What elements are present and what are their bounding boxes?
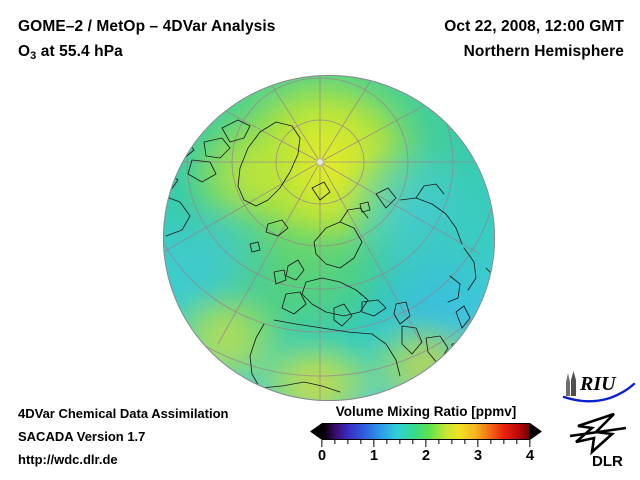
header-left: GOME–2 / MetOp – 4DVar Analysis O3 at 55… [18, 14, 378, 69]
colorbar-tick-labels: 0 1 2 3 4 [318, 448, 534, 468]
colorbar-tick-minor [412, 440, 414, 444]
coast-banks [169, 139, 195, 161]
footer-version-label: SACADA Version 1.7 [18, 429, 146, 444]
page-subtitle: O3 at 55.4 hPa [18, 39, 378, 69]
colorbar-tick-minor [438, 440, 440, 444]
coast-novaya-zemlya [375, 187, 397, 209]
riu-logo-mark: RIU [562, 371, 636, 403]
colorbar-tick-major [425, 440, 427, 447]
colorbar-tick-label: 4 [525, 448, 535, 464]
colorbar-tick-major [321, 440, 323, 447]
colorbar-tick-minor [386, 440, 388, 444]
colorbar-tick-minor [464, 440, 466, 444]
meridians [164, 76, 494, 400]
colorbar-tick-minor [451, 440, 453, 444]
colorbar-tick-minor [360, 440, 362, 444]
coast-caspian-sea [393, 301, 411, 325]
colorbar-title: Volume Mixing Ratio [ppmv] [335, 404, 517, 419]
coast-ireland [273, 269, 287, 285]
header-right: Oct 22, 2008, 12:00 GMT Northern Hemisph… [324, 14, 624, 64]
colorbar-tick-label: 1 [369, 448, 379, 464]
footer-url-link[interactable]: http://wdc.dlr.de [18, 452, 118, 467]
colorbar-low-cap-arrow [310, 423, 322, 440]
coast-red-sea [371, 333, 401, 377]
coast-taymyr [415, 183, 445, 199]
colorbar-tick-minor [503, 440, 505, 444]
dlr-wordmark: DLR [592, 453, 623, 470]
coast-north-africa [273, 319, 373, 335]
colorbar-tick-label: 2 [421, 448, 431, 464]
colorbar-tick-major [477, 440, 479, 447]
colorbar-high-cap-arrow [530, 423, 542, 440]
timestamp-label: Oct 22, 2008, 12:00 GMT [444, 18, 624, 35]
species-subscript: 3 [30, 50, 37, 62]
coastlines [164, 119, 494, 393]
coast-svalbard [311, 181, 331, 201]
dlr-symbol-bar [569, 426, 627, 438]
coast-siberia-north [399, 197, 463, 245]
coast-franz-josef [359, 201, 371, 213]
coast-gulf-guinea [259, 381, 341, 393]
colorbar-tick-minor [490, 440, 492, 444]
coast-europe [301, 277, 369, 317]
coast-black-sea [361, 299, 387, 317]
colorbar-tick-label: 3 [473, 448, 483, 464]
riu-wordmark: RIU [579, 373, 617, 395]
coast-italy [333, 303, 353, 327]
colorbar-tick-minor [399, 440, 401, 444]
coast-hudson-bay [164, 195, 191, 237]
graticule [164, 76, 494, 400]
coast-se-asia [451, 341, 473, 367]
ozone-blob-tropical-east [368, 328, 481, 400]
footer-project-label: 4DVar Chemical Data Assimilation [18, 406, 229, 421]
colorbar-tick-major [373, 440, 375, 447]
coast-scandinavia [313, 221, 363, 269]
coast-india [425, 335, 449, 365]
colorbar-tick-minor [516, 440, 518, 444]
coast-alaska-edge [485, 267, 494, 277]
coast-west-africa [249, 323, 265, 389]
dlr-logo: DLR [566, 412, 630, 472]
coast-baffin-n [203, 137, 231, 159]
coast-ellesmere [221, 119, 251, 143]
riu-tower-icon [566, 371, 576, 396]
colorbar-tick-minor [334, 440, 336, 444]
coast-arabia [401, 325, 423, 355]
riu-logo: RIU [560, 370, 636, 404]
coast-iceland [265, 219, 289, 237]
pressure-level-label: at 55.4 hPa [36, 43, 123, 60]
footer-left: 4DVar Chemical Data Assimilation SACADA … [18, 402, 229, 471]
species-label: O [18, 43, 31, 60]
colorbar-gradient [322, 423, 530, 440]
coast-baffin-s [187, 159, 217, 183]
region-label: Northern Hemisphere [463, 43, 624, 60]
north-pole-marker [316, 158, 324, 166]
coast-japan [455, 305, 471, 329]
colorbar: Volume Mixing Ratio [ppmv] 0 1 2 3 4 [310, 404, 542, 468]
colorbar-tick-label: 0 [317, 448, 327, 464]
coast-faroe [249, 241, 261, 253]
coast-kamchatka [447, 275, 461, 303]
riu-swoosh [562, 382, 636, 403]
coast-ne-asia [463, 247, 477, 291]
colorbar-ticks [321, 440, 531, 447]
page-title: GOME–2 / MetOp – 4DVar Analysis [18, 18, 276, 35]
map-figure [164, 76, 494, 400]
coast-great-britain [285, 259, 305, 281]
colorbar-bar [310, 423, 542, 440]
coast-norway-north [339, 207, 369, 223]
globe-disc [164, 76, 494, 400]
dlr-logo-mark: DLR [569, 412, 627, 470]
colorbar-tick-major [529, 440, 531, 447]
colorbar-tick-minor [347, 440, 349, 444]
coast-iberia [281, 291, 307, 315]
coast-greenland [237, 121, 301, 207]
ozone-blob-tropical-south [249, 348, 382, 400]
coast-canada-north [164, 171, 179, 195]
